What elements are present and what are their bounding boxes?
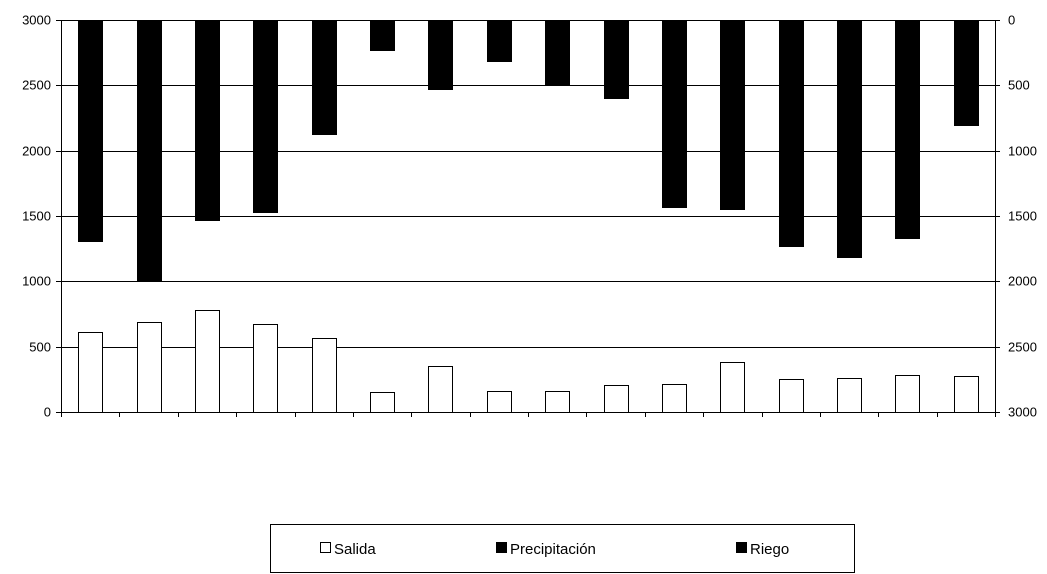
y-tick-label-left: 500 xyxy=(29,340,51,355)
bar-salida-14 xyxy=(837,378,862,413)
legend-label-precipitaci-n: Precipitación xyxy=(510,541,596,558)
bar-precipitaci-n-12 xyxy=(720,20,745,210)
bar-salida-13 xyxy=(779,379,804,413)
legend-label-riego: Riego xyxy=(750,541,789,558)
y-tick-label-left: 1500 xyxy=(22,209,51,224)
bar-precipitaci-n-7 xyxy=(428,20,453,90)
bar-precipitaci-n-2 xyxy=(137,20,162,282)
bar-salida-1 xyxy=(78,332,103,413)
bar-salida-16 xyxy=(954,376,979,413)
y-tick-label-left: 2500 xyxy=(22,78,51,93)
bar-salida-15 xyxy=(895,375,920,413)
bar-precipitaci-n-8 xyxy=(487,20,512,62)
bar-precipitaci-n-4 xyxy=(253,20,278,213)
bar-salida-11 xyxy=(662,384,687,413)
legend-swatch-precipitaci-n xyxy=(496,542,507,553)
y-tick-label-right: 1500 xyxy=(1008,209,1037,224)
legend-swatch-salida xyxy=(320,542,331,553)
y-tick-label-left: 0 xyxy=(44,405,51,420)
bar-salida-9 xyxy=(545,391,570,413)
legend-box xyxy=(270,524,855,573)
bar-precipitaci-n-15 xyxy=(895,20,920,239)
bar-salida-6 xyxy=(370,392,395,413)
bar-precipitaci-n-9 xyxy=(545,20,570,85)
bar-precipitaci-n-1 xyxy=(78,20,103,242)
y-tick-label-left: 1000 xyxy=(22,274,51,289)
legend-label-salida: Salida xyxy=(334,541,376,558)
bar-precipitaci-n-6 xyxy=(370,20,395,51)
bar-precipitaci-n-5 xyxy=(312,20,337,135)
bar-precipitaci-n-16 xyxy=(954,20,979,126)
y-tick-label-left: 3000 xyxy=(22,13,51,28)
bar-salida-5 xyxy=(312,338,337,413)
bar-salida-2 xyxy=(137,322,162,413)
bar-precipitaci-n-3 xyxy=(195,20,220,221)
legend: Salida Precipitación Riego xyxy=(270,524,855,573)
y-tick-label-right: 500 xyxy=(1008,78,1030,93)
bar-salida-12 xyxy=(720,362,745,413)
bar-salida-7 xyxy=(428,366,453,413)
legend-swatch-riego xyxy=(736,542,747,553)
y-tick-label-right: 3000 xyxy=(1008,405,1037,420)
bars xyxy=(78,20,979,413)
bar-salida-4 xyxy=(253,324,278,413)
y-tick-label-right: 2500 xyxy=(1008,340,1037,355)
bar-precipitaci-n-10 xyxy=(604,20,629,99)
bar-salida-8 xyxy=(487,391,512,413)
y-tick-label-right: 0 xyxy=(1008,13,1015,28)
bar-salida-3 xyxy=(195,310,220,413)
bar-precipitaci-n-14 xyxy=(837,20,862,258)
y-tick-label-left: 2000 xyxy=(22,144,51,159)
y-tick-label-right: 2000 xyxy=(1008,274,1037,289)
bar-precipitaci-n-13 xyxy=(779,20,804,247)
axes: 0 500 1000 1500 2000 2500 3000 0 500 1000 1500 2000… xyxy=(22,13,1037,420)
bar-salida-10 xyxy=(604,385,629,413)
y-tick-label-right: 1000 xyxy=(1008,144,1037,159)
bar-precipitaci-n-11 xyxy=(662,20,687,208)
